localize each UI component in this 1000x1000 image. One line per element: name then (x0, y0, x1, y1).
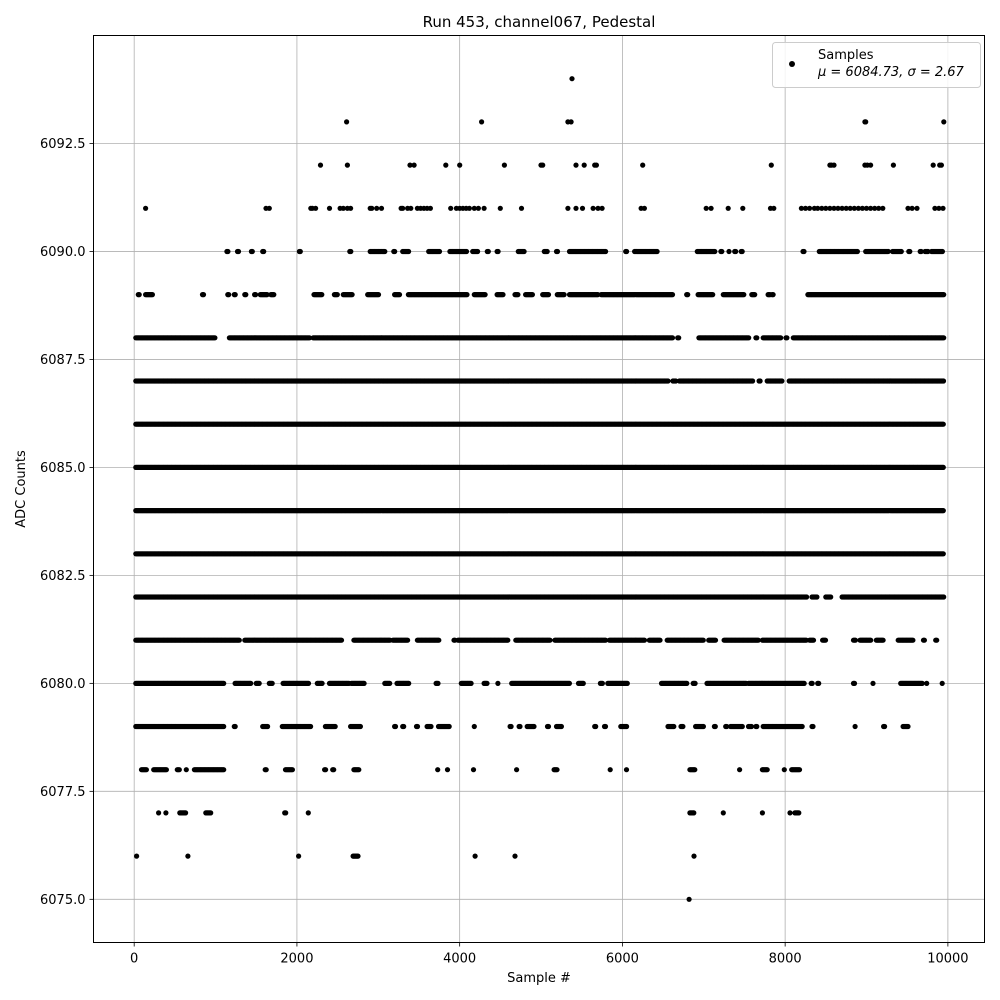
data-point (149, 292, 155, 298)
data-point (726, 248, 732, 255)
data-point (306, 335, 313, 341)
data-point (396, 292, 403, 298)
data-point (261, 248, 267, 255)
data-point (225, 248, 231, 255)
data-point (495, 248, 501, 255)
data-point (436, 248, 443, 255)
data-point (754, 335, 760, 341)
data-point (136, 292, 142, 298)
data-point (854, 248, 861, 255)
data-point (939, 248, 946, 255)
data-point (348, 248, 354, 255)
data-point (898, 248, 904, 255)
data-point (918, 248, 924, 255)
data-point (482, 292, 488, 298)
data-point (243, 292, 249, 298)
data-point (212, 335, 218, 341)
data-point (752, 292, 758, 298)
data-point (654, 248, 660, 255)
data-point (500, 292, 506, 298)
data-point (778, 335, 784, 341)
data-points (133, 76, 947, 902)
chart-title: Run 453, channel067, Pedestal (423, 13, 656, 31)
data-point (200, 292, 207, 298)
data-point (719, 248, 725, 255)
data-point (319, 292, 325, 298)
data-point (940, 464, 946, 470)
data-point (235, 248, 242, 255)
data-point (750, 378, 756, 384)
data-point (349, 292, 355, 298)
data-point (665, 378, 671, 384)
data-point (515, 292, 521, 298)
data-point (232, 292, 238, 298)
data-point (249, 248, 255, 255)
data-point (885, 248, 891, 255)
data-point (545, 292, 552, 298)
data-point (710, 292, 716, 298)
data-point (940, 421, 946, 427)
data-point (264, 292, 270, 298)
data-point (685, 292, 691, 298)
data-point (779, 378, 785, 384)
data-point (739, 248, 745, 255)
data-point (554, 248, 561, 255)
data-point (741, 292, 747, 298)
data-point (271, 292, 277, 298)
data-point (925, 248, 931, 255)
data-point (382, 248, 388, 255)
data-point (757, 378, 763, 384)
data-point (392, 248, 398, 255)
data-point (941, 292, 947, 298)
data-point (603, 248, 609, 255)
data-point (733, 248, 739, 255)
data-point (464, 292, 470, 298)
data-point (544, 248, 550, 255)
data-point (676, 335, 682, 341)
data-point (485, 248, 491, 255)
data-point (297, 248, 303, 255)
data-point (940, 378, 947, 384)
data-point (770, 292, 776, 298)
data-point (253, 292, 259, 298)
data-point (521, 248, 527, 255)
data-point (529, 292, 536, 298)
data-point (784, 335, 790, 341)
data-point (907, 248, 913, 255)
data-point (406, 248, 412, 255)
data-point (746, 335, 752, 341)
data-point (561, 292, 567, 298)
data-point (669, 335, 676, 341)
data-point (334, 292, 340, 298)
data-point (669, 292, 676, 298)
data-point (624, 248, 630, 255)
data-point (463, 248, 470, 255)
data-point (940, 508, 946, 514)
data-point (712, 248, 718, 255)
data-point (375, 292, 382, 298)
data-point (475, 248, 481, 255)
data-point (941, 335, 947, 341)
data-point (801, 248, 807, 255)
data-point (226, 292, 232, 298)
